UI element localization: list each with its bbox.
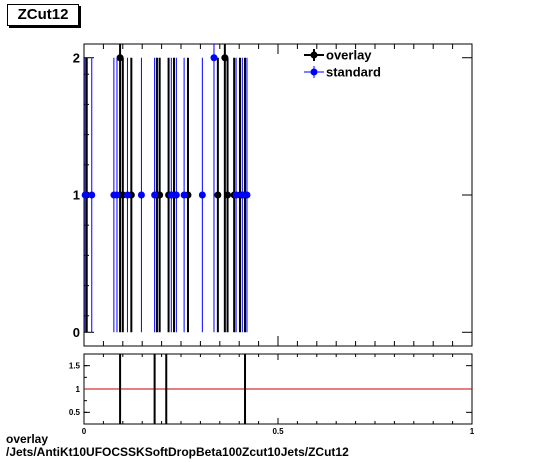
y-tick-label: 1 xyxy=(76,385,81,394)
data-point xyxy=(113,191,121,199)
x-tick-label: 0.5 xyxy=(272,427,284,436)
data-point xyxy=(224,191,232,199)
data-point xyxy=(156,191,164,199)
data-point xyxy=(198,191,206,199)
caption-line-2: /Jets/AntiKt10UFOCSSKSoftDropBeta100Zcut… xyxy=(6,445,349,459)
data-point xyxy=(210,54,218,62)
y-tick-label: 0.5 xyxy=(69,408,81,417)
y-tick-label: 0 xyxy=(73,325,80,340)
chart-title: ZCut12 xyxy=(7,4,79,26)
data-point xyxy=(167,191,175,199)
legend-marker xyxy=(310,51,318,59)
caption: overlay /Jets/AntiKt10UFOCSSKSoftDropBet… xyxy=(6,433,349,459)
y-tick-label: 1.5 xyxy=(69,361,81,370)
legend-marker xyxy=(310,68,318,76)
legend: overlay standard xyxy=(304,48,381,80)
y-tick-label: 2 xyxy=(73,50,80,65)
data-point xyxy=(243,191,251,199)
x-tick-label: 1 xyxy=(470,427,475,436)
legend-label: standard xyxy=(326,65,381,80)
legend-label: overlay xyxy=(326,48,372,63)
y-tick-label: 1 xyxy=(73,188,80,203)
data-point xyxy=(123,191,131,199)
series-overlay xyxy=(83,44,249,333)
legend-entry-standard: standard xyxy=(304,65,381,80)
data-point xyxy=(180,191,188,199)
data-point xyxy=(232,191,240,199)
data-point xyxy=(172,191,180,199)
series-ratio xyxy=(119,354,247,424)
data-point xyxy=(137,191,145,199)
series-standard xyxy=(81,44,251,333)
data-point xyxy=(151,191,159,199)
caption-line-1: overlay xyxy=(6,432,49,446)
main-plot: 0 1 2 overlay standard xyxy=(73,43,473,347)
ratio-plot: 0.5 1 1.5 0 0.5 1 xyxy=(69,353,475,436)
legend-entry-overlay: overlay xyxy=(304,48,372,63)
data-point xyxy=(81,191,89,199)
data-point xyxy=(88,191,96,199)
data-point xyxy=(214,191,222,199)
x-tick-label: 0 xyxy=(82,427,87,436)
